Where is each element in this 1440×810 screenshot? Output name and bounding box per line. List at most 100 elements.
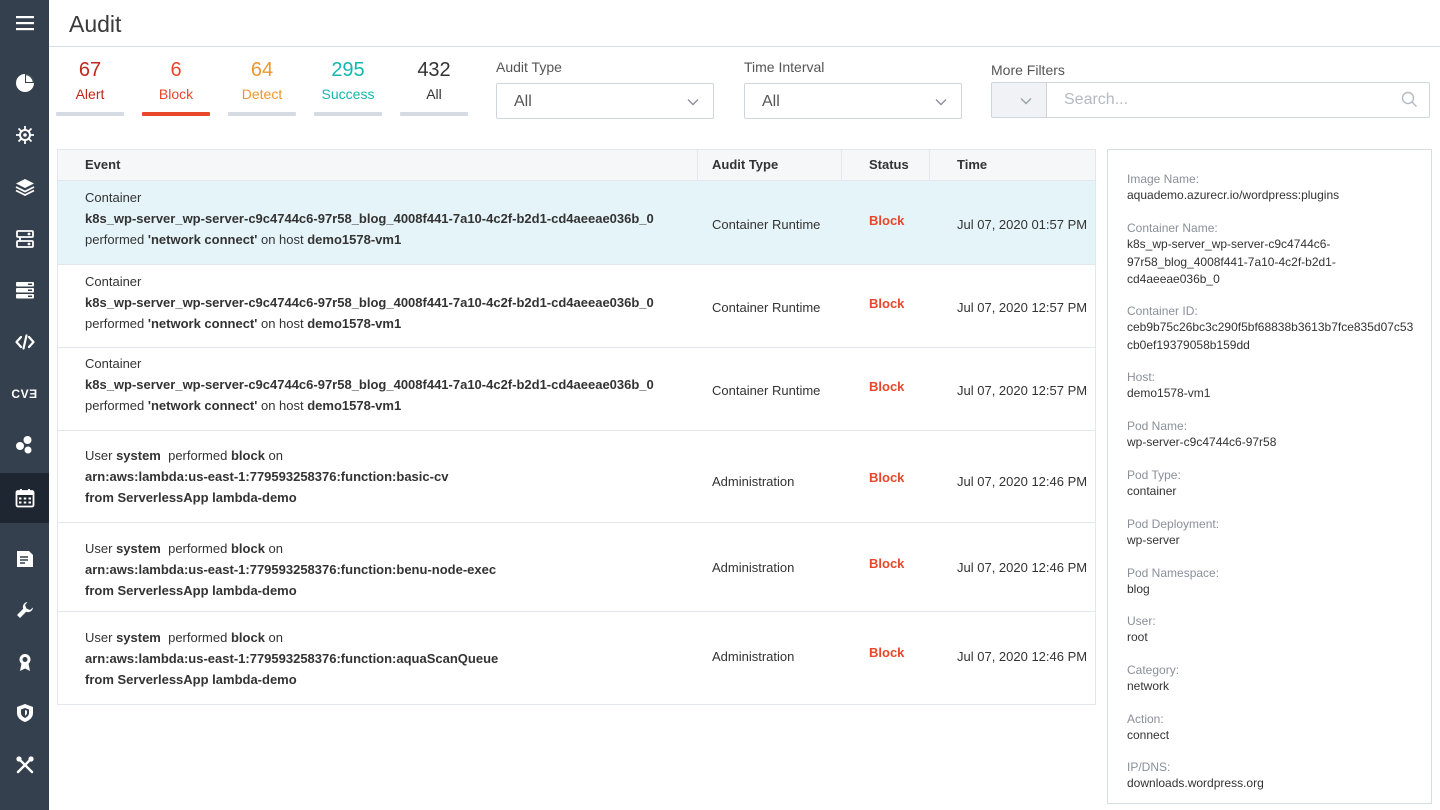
bug-icon[interactable] xyxy=(0,112,49,158)
hamburger-menu-icon[interactable] xyxy=(0,0,49,46)
code-icon[interactable] xyxy=(0,319,49,365)
event-text: on host xyxy=(257,232,308,247)
dashboard-pie-icon[interactable] xyxy=(0,60,49,106)
detail-ip-dns: downloads.wordpress.org xyxy=(1127,776,1264,790)
time-cell: Jul 07, 2020 12:57 PM xyxy=(957,300,1088,315)
event-text: on host xyxy=(257,316,308,331)
cve-icon[interactable]: CVƎ xyxy=(0,371,49,417)
counter-success-bar xyxy=(314,112,382,116)
audit-type-cell: Administration xyxy=(712,560,795,575)
audit-type-cell: Container Runtime xyxy=(712,300,821,315)
counter-detect-label: Detect xyxy=(241,86,283,102)
badge-icon[interactable] xyxy=(0,639,49,685)
event-action: 'network connect' xyxy=(147,232,258,247)
time-interval-select[interactable]: All xyxy=(744,83,962,119)
header-event[interactable]: Event xyxy=(85,157,121,172)
table-row[interactable]: User system performed block on arn:aws:l… xyxy=(58,612,1095,704)
layers-icon[interactable] xyxy=(0,164,49,210)
status-cell: Block xyxy=(869,470,905,485)
counter-alert-label: Alert xyxy=(75,86,105,102)
detail-pod-type-label: Pod Type: xyxy=(1127,468,1181,482)
counter-block-label: Block xyxy=(158,86,194,102)
detail-container-id-line: cb0ef19379058b159dd xyxy=(1127,337,1250,352)
search-icon[interactable] xyxy=(1401,91,1418,108)
calendar-audit-icon[interactable] xyxy=(0,473,49,523)
event-action: block xyxy=(230,448,265,463)
header-time[interactable]: Time xyxy=(957,157,988,172)
event-cell: User system performed block on arn:aws:l… xyxy=(85,627,498,690)
detail-pod-name: wp-server-c9c4744c6-97r58 xyxy=(1127,435,1277,449)
status-cell: Block xyxy=(869,645,905,660)
detail-image-name-label: Image Name: xyxy=(1127,172,1200,186)
event-text: on host xyxy=(257,398,308,413)
table-row[interactable]: Container k8s_wp-server_wp-server-c9c474… xyxy=(58,265,1095,348)
event-container-name: k8s_wp-server_wp-server-c9c4744c6-97r58_… xyxy=(85,211,654,226)
event-user: system xyxy=(116,448,161,463)
detail-container-id-line: ceb9b75c26bc3c290f5bf68838b3613b7fce835d… xyxy=(1127,320,1414,334)
counter-all-value: 432 xyxy=(417,59,451,81)
event-resource: arn:aws:lambda:us-east-1:779593258376:fu… xyxy=(85,469,449,484)
event-text: performed xyxy=(160,541,231,556)
page-title: Audit xyxy=(69,11,122,37)
audit-type-label: Audit Type xyxy=(496,59,562,75)
event-resource: arn:aws:lambda:us-east-1:779593258376:fu… xyxy=(85,651,499,666)
header-divider xyxy=(841,150,842,180)
counter-success[interactable]: 295 Success xyxy=(314,58,382,116)
detail-container-name-line: 97r58_blog_4008f441-7a10-4c2f-b2d1- xyxy=(1127,254,1336,269)
detail-user-label: User: xyxy=(1127,614,1156,628)
detail-user: root xyxy=(1127,630,1148,644)
audit-type-cell: Container Runtime xyxy=(712,217,821,232)
event-action: block xyxy=(230,541,265,556)
detail-container-name-line: cd4aeeae036b_0 xyxy=(1127,272,1220,286)
event-resource: arn:aws:lambda:us-east-1:779593258376:fu… xyxy=(85,562,497,577)
audit-table: Event Audit Type Status Time Container k… xyxy=(57,149,1096,705)
event-action: block xyxy=(230,630,265,645)
event-subject: Container xyxy=(85,356,142,371)
detail-container-id-label: Container ID: xyxy=(1127,304,1198,318)
event-subject: Container xyxy=(85,190,142,205)
counter-block-value: 6 xyxy=(170,59,182,81)
event-source: from ServerlessApp lambda-demo xyxy=(85,583,297,598)
chevron-down-icon xyxy=(1020,98,1032,105)
cluster-icon[interactable] xyxy=(0,422,49,468)
shield-icon[interactable] xyxy=(0,690,49,736)
event-text: on xyxy=(264,541,284,556)
event-container-name: k8s_wp-server_wp-server-c9c4744c6-97r58_… xyxy=(85,377,654,392)
detail-container-name-line: k8s_wp-server_wp-server-c9c4744c6- xyxy=(1127,237,1331,251)
detail-pod-namespace-label: Pod Namespace: xyxy=(1127,566,1220,580)
event-cell: User system performed block on arn:aws:l… xyxy=(85,445,448,508)
event-text: on xyxy=(264,630,284,645)
counter-all-bar xyxy=(400,112,468,116)
detail-container-name-label: Container Name: xyxy=(1127,221,1218,235)
search-input[interactable] xyxy=(1046,82,1430,118)
event-text: performed xyxy=(160,448,231,463)
event-cell: Container k8s_wp-server_wp-server-c9c474… xyxy=(85,271,654,334)
servers-icon[interactable] xyxy=(0,267,49,313)
time-cell: Jul 07, 2020 12:46 PM xyxy=(957,474,1088,489)
network-settings-icon[interactable] xyxy=(0,216,49,262)
counter-all[interactable]: 432 All xyxy=(400,58,468,116)
counter-detect[interactable]: 64 Detect xyxy=(228,58,296,116)
tools-icon[interactable] xyxy=(0,742,49,788)
table-row[interactable]: User system performed block on arn:aws:l… xyxy=(58,431,1095,523)
header-status[interactable]: Status xyxy=(869,157,909,172)
table-row[interactable]: Container k8s_wp-server_wp-server-c9c474… xyxy=(58,181,1095,265)
more-filters-dropdown[interactable] xyxy=(991,82,1046,118)
detail-pod-name-label: Pod Name: xyxy=(1127,419,1188,433)
header-divider xyxy=(697,150,698,180)
event-cell: User system performed block on arn:aws:l… xyxy=(85,538,496,601)
report-icon[interactable] xyxy=(0,536,49,582)
counter-block[interactable]: 6 Block xyxy=(142,58,210,116)
counter-alert[interactable]: 67 Alert xyxy=(56,58,124,116)
event-cell: Container k8s_wp-server_wp-server-c9c474… xyxy=(85,187,654,250)
event-text: User xyxy=(85,630,117,645)
detail-action: connect xyxy=(1127,728,1170,742)
status-cell: Block xyxy=(869,379,905,394)
wrench-icon[interactable] xyxy=(0,587,49,633)
time-cell: Jul 07, 2020 12:46 PM xyxy=(957,649,1088,664)
header-audit-type[interactable]: Audit Type xyxy=(712,157,779,172)
audit-type-select[interactable]: All xyxy=(496,83,714,119)
time-interval-label: Time Interval xyxy=(744,59,825,75)
table-row[interactable]: Container k8s_wp-server_wp-server-c9c474… xyxy=(58,348,1095,431)
table-row[interactable]: User system performed block on arn:aws:l… xyxy=(58,523,1095,612)
